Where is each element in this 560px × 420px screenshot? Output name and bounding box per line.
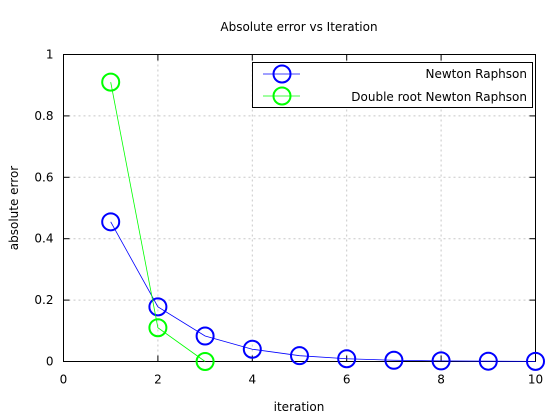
series-line [110, 82, 206, 362]
data-point [148, 297, 168, 317]
data-point [526, 351, 545, 371]
y-tick-label: 0.2 [34, 293, 53, 307]
x-tick-label: 8 [437, 373, 445, 387]
data-point [101, 212, 121, 232]
y-axis-label: absolute error [7, 166, 21, 251]
series-0 [101, 212, 545, 371]
data-point [431, 351, 451, 371]
x-tick-label: 0 [60, 373, 68, 387]
data-point [242, 339, 262, 359]
x-tick-label: 4 [248, 373, 256, 387]
y-tick-label: 0 [46, 355, 54, 369]
legend-label-newton: Newton Raphson [426, 67, 528, 81]
data-point [384, 350, 404, 370]
data-point [290, 346, 309, 366]
chart-title: Absolute error vs Iteration [220, 20, 377, 34]
x-tick-label: 6 [343, 373, 351, 387]
legend-box [252, 62, 533, 108]
y-tick-label: 1 [46, 48, 54, 62]
series-layer [101, 72, 545, 371]
data-point [101, 72, 121, 92]
legend-label-double-root: Double root Newton Raphson [351, 90, 527, 104]
legend: Newton Raphson Double root Newton Raphso… [252, 62, 533, 108]
series-line [110, 221, 536, 362]
data-point [337, 349, 357, 369]
data-point [148, 318, 168, 338]
axis-ticks: 0 2 4 6 8 10 0 0.2 0.4 0.6 0.8 1 [34, 48, 543, 387]
y-tick-label: 0.4 [34, 232, 53, 246]
y-tick-label: 0.8 [34, 109, 53, 123]
y-tick-label: 0.6 [34, 170, 53, 184]
data-point [195, 326, 215, 346]
data-point [478, 351, 498, 371]
series-1 [101, 72, 215, 371]
x-tick-label: 2 [154, 373, 162, 387]
x-tick-label: 10 [528, 373, 543, 387]
data-point [195, 352, 215, 371]
legend-marker-double-root [272, 86, 292, 106]
plot-frame [63, 54, 536, 362]
x-axis-label: iteration [274, 400, 325, 414]
legend-marker-newton [272, 64, 292, 84]
